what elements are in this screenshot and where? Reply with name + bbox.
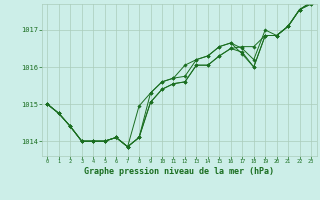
X-axis label: Graphe pression niveau de la mer (hPa): Graphe pression niveau de la mer (hPa) — [84, 167, 274, 176]
